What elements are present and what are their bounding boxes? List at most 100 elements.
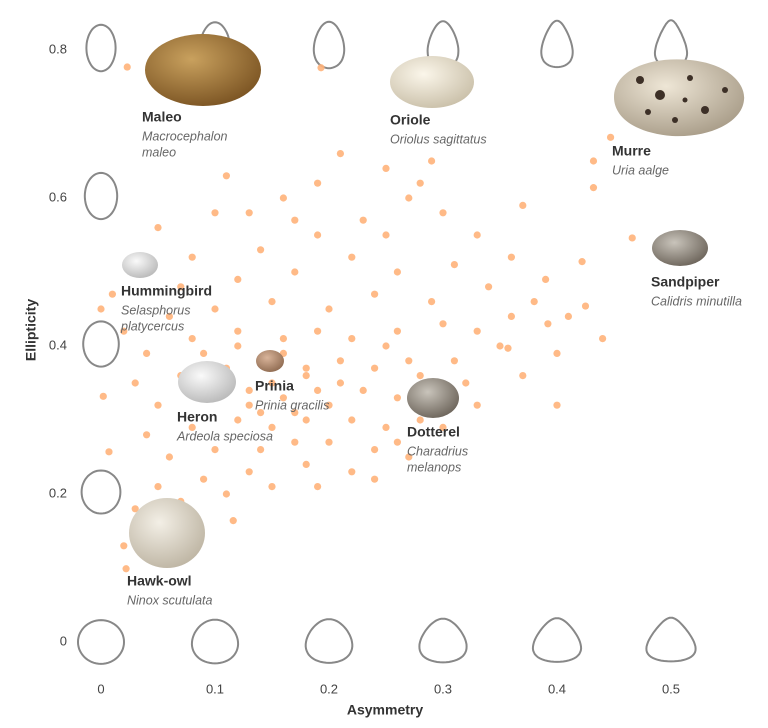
shape-guides xyxy=(76,19,697,665)
point xyxy=(405,357,413,365)
point xyxy=(405,453,413,461)
point xyxy=(507,253,515,261)
shape-guide xyxy=(82,320,120,368)
point xyxy=(257,446,265,454)
point xyxy=(348,253,356,261)
point xyxy=(393,327,401,335)
point xyxy=(504,344,512,352)
point xyxy=(122,565,130,573)
point xyxy=(371,364,379,372)
x-axis-title: Asymmetry xyxy=(347,702,423,718)
point xyxy=(302,460,310,468)
egg-image xyxy=(407,378,459,418)
point xyxy=(553,349,561,357)
point xyxy=(314,386,322,394)
shape-guide xyxy=(531,617,583,663)
point xyxy=(279,335,287,343)
point xyxy=(154,224,162,232)
point xyxy=(382,164,390,172)
x-tick-label: 0.1 xyxy=(206,681,224,696)
point xyxy=(302,364,310,372)
point xyxy=(553,401,561,409)
annotation-species: Calidris minutilla xyxy=(651,294,742,308)
shape-guide xyxy=(83,171,119,221)
y-tick-label: 0.6 xyxy=(49,189,67,204)
annotation-species: platycercus xyxy=(120,319,184,333)
point xyxy=(507,312,515,320)
y-axis-title: Ellipticity xyxy=(23,299,39,361)
annotation-species: Oriolus sagittatus xyxy=(390,132,487,146)
point xyxy=(222,490,230,498)
point xyxy=(188,423,196,431)
shape-guide xyxy=(80,469,122,515)
point xyxy=(99,392,107,400)
point xyxy=(439,320,447,328)
point xyxy=(589,184,598,192)
point xyxy=(325,401,333,409)
point xyxy=(371,290,379,298)
egg-image xyxy=(122,252,158,278)
point xyxy=(393,438,401,446)
point xyxy=(200,475,208,483)
point xyxy=(177,283,185,291)
point xyxy=(359,386,367,394)
point xyxy=(393,268,401,276)
annotation-species: Macrocephalon xyxy=(142,129,228,143)
point xyxy=(581,302,590,310)
point xyxy=(578,258,586,266)
point xyxy=(222,172,230,180)
point xyxy=(279,394,287,402)
y-tick-label: 0.4 xyxy=(49,337,67,352)
point xyxy=(291,268,299,276)
point xyxy=(371,475,379,483)
point xyxy=(302,372,310,380)
point xyxy=(599,335,607,343)
point xyxy=(234,416,242,424)
annotation-name: Dotterel xyxy=(407,424,460,440)
point xyxy=(154,483,162,491)
x-tick-label: 0.3 xyxy=(434,681,452,696)
shape-guide xyxy=(540,19,574,69)
annotation-species: maleo xyxy=(142,145,176,159)
point xyxy=(314,179,322,187)
point xyxy=(131,505,139,513)
point xyxy=(544,320,552,328)
egg-image xyxy=(652,230,708,266)
point xyxy=(211,209,219,217)
annotation-name: Hawk-owl xyxy=(127,573,192,589)
point xyxy=(165,312,173,320)
egg-images xyxy=(122,34,745,568)
point xyxy=(120,542,128,550)
point xyxy=(291,409,299,417)
egg-image xyxy=(390,56,474,108)
point xyxy=(542,275,550,283)
egg-image xyxy=(129,498,205,568)
point xyxy=(291,216,299,224)
annotation-species: Ardeola speciosa xyxy=(176,429,273,443)
point xyxy=(143,431,151,439)
point xyxy=(229,517,237,525)
annotation-name: Heron xyxy=(177,409,217,425)
shape-guide xyxy=(85,23,117,73)
egg-spots xyxy=(636,75,728,123)
point xyxy=(416,179,424,187)
egg-image xyxy=(614,59,745,137)
point xyxy=(428,298,436,306)
point xyxy=(473,327,481,335)
point xyxy=(257,409,265,417)
point xyxy=(234,342,242,350)
point xyxy=(325,438,333,446)
point xyxy=(359,216,367,224)
point xyxy=(564,312,573,320)
y-tick-label: 0.2 xyxy=(49,485,67,500)
point xyxy=(325,305,333,313)
point xyxy=(473,231,481,239)
annotation-species: Ninox scutulata xyxy=(127,593,213,607)
point xyxy=(245,401,253,409)
point xyxy=(519,372,527,380)
annotation-name: Murre xyxy=(612,143,651,159)
point xyxy=(416,416,424,424)
point xyxy=(314,327,322,335)
point xyxy=(97,305,105,313)
